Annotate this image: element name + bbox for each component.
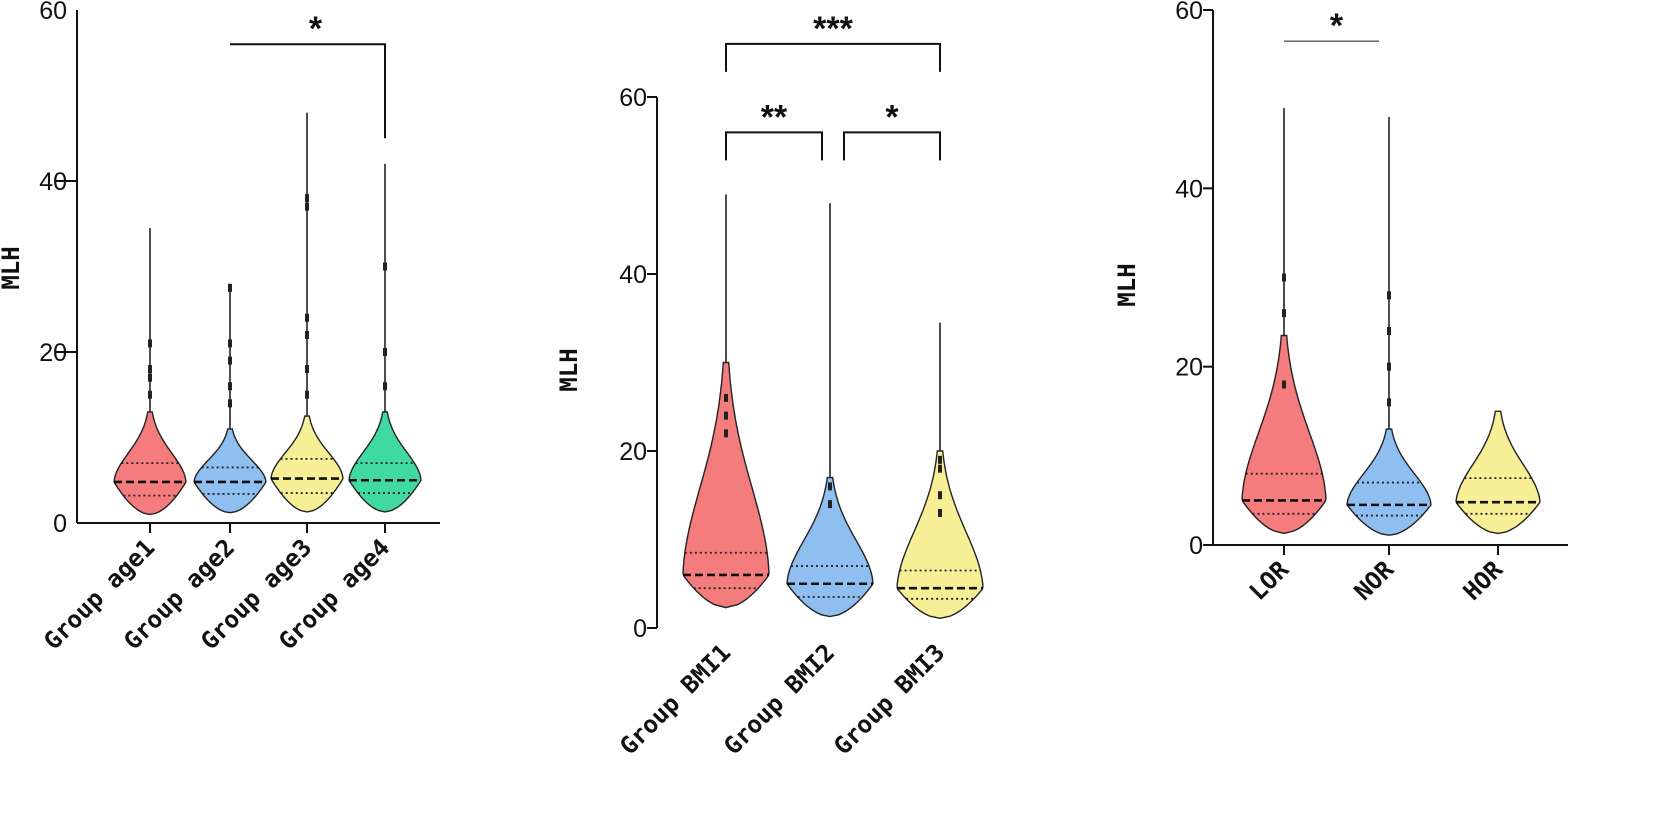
significance-bracket: * — [843, 98, 941, 161]
y-tick-label: 60 — [1175, 0, 1203, 25]
x-category-label: Group BMI2 — [718, 638, 840, 760]
y-tick-label: 60 — [39, 0, 67, 25]
y-tick-label: 60 — [619, 84, 647, 112]
violin-body — [193, 428, 267, 514]
violin-body — [1346, 428, 1432, 536]
y-axis-title: MLH — [0, 246, 25, 289]
outlier-point — [1387, 327, 1391, 335]
violin-3 — [1455, 410, 1541, 535]
outlier-point — [1387, 398, 1391, 407]
outlier-point — [228, 283, 232, 292]
violin-body — [896, 450, 984, 620]
outlier-point — [305, 194, 309, 203]
y-tick-label: 0 — [1189, 532, 1203, 560]
y-tick-label: 0 — [53, 510, 67, 538]
violin-1 — [682, 194, 770, 609]
violin-body — [348, 411, 422, 513]
violin-body — [1455, 410, 1541, 535]
significance-label: *** — [813, 10, 853, 48]
outlier-point — [228, 399, 232, 408]
bracket-line — [230, 43, 386, 139]
outlier-point — [724, 411, 728, 420]
outlier-point — [828, 500, 832, 509]
violin-1 — [1241, 108, 1327, 535]
outlier-point — [228, 382, 232, 391]
y-tick-label: 20 — [1175, 354, 1203, 382]
y-tick-label: 40 — [1175, 175, 1203, 203]
significance-bracket: ** — [725, 98, 823, 161]
violin-panel-or: 0 20 40 60 MLH LOR NOR HOR * — [1113, 0, 1568, 606]
violin-2 — [193, 283, 267, 514]
outlier-point — [938, 455, 942, 464]
violin-body — [682, 361, 770, 609]
outlier-point — [724, 429, 728, 438]
x-category-label: Group BMI1 — [614, 638, 736, 760]
outlier-point — [305, 202, 309, 211]
x-category-label: LOR — [1244, 555, 1295, 606]
significance-bracket: * — [230, 10, 386, 139]
outlier-point — [938, 464, 942, 473]
outlier-point — [1282, 273, 1286, 282]
y-axis-title: MLH — [1113, 263, 1141, 306]
outlier-point — [828, 482, 832, 491]
significance-bracket: *** — [725, 10, 941, 72]
outlier-point — [305, 330, 309, 339]
x-category-label: NOR — [1349, 555, 1400, 606]
outlier-point — [148, 365, 152, 374]
x-category-label: HOR — [1458, 555, 1509, 606]
outlier-point — [938, 491, 942, 500]
y-axis-title: MLH — [555, 348, 583, 391]
x-category-label: Group BMI3 — [828, 638, 950, 760]
bracket-line — [843, 131, 941, 161]
bracket-line — [725, 42, 941, 72]
outlier-point — [724, 393, 728, 402]
outlier-point — [148, 373, 152, 382]
significance-label: * — [1330, 7, 1344, 45]
outlier-point — [383, 348, 387, 356]
significance-label: * — [309, 10, 323, 48]
violin-body — [113, 411, 187, 516]
outlier-point — [228, 356, 232, 365]
violin-1 — [113, 228, 187, 516]
y-tick-label: 0 — [633, 615, 647, 643]
outlier-point — [305, 365, 309, 374]
outlier-point — [383, 382, 387, 391]
violin-4 — [348, 163, 422, 513]
outlier-point — [938, 508, 942, 517]
outlier-point — [148, 339, 152, 348]
outlier-point — [1387, 291, 1391, 300]
outlier-point — [1282, 309, 1286, 318]
violin-3 — [270, 112, 344, 513]
outlier-point — [305, 313, 309, 322]
violin-2 — [786, 203, 874, 618]
outlier-point — [228, 339, 232, 348]
violin-2 — [1346, 117, 1432, 536]
violin-body — [786, 476, 874, 618]
outlier-point — [148, 390, 152, 399]
significance-label: * — [885, 98, 899, 136]
outlier-point — [305, 390, 309, 399]
bracket-line — [725, 131, 823, 161]
violin-body — [1241, 334, 1327, 535]
significance-bracket: * — [1284, 7, 1379, 45]
outlier-point — [1387, 362, 1391, 371]
violin-3 — [896, 322, 984, 620]
violin-body — [270, 415, 344, 513]
y-tick-label: 40 — [619, 261, 647, 289]
outlier-point — [1282, 380, 1286, 389]
significance-label: ** — [761, 98, 788, 136]
y-tick-label: 20 — [619, 438, 647, 466]
outlier-point — [383, 262, 387, 271]
